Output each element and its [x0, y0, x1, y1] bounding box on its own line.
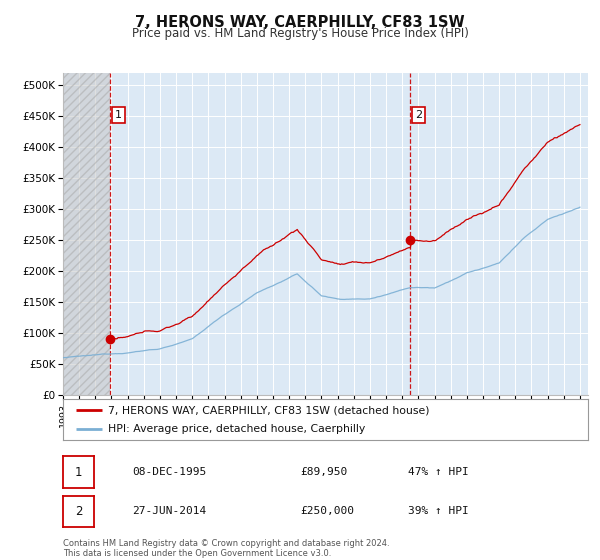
Text: 08-DEC-1995: 08-DEC-1995 [132, 467, 206, 477]
Text: 1: 1 [75, 465, 82, 479]
Text: 1: 1 [115, 110, 122, 120]
Text: HPI: Average price, detached house, Caerphilly: HPI: Average price, detached house, Caer… [107, 424, 365, 433]
Bar [63, 73, 110, 395]
Text: 2: 2 [415, 110, 422, 120]
Text: 39% ↑ HPI: 39% ↑ HPI [408, 506, 469, 516]
Text: Contains HM Land Registry data © Crown copyright and database right 2024.
This d: Contains HM Land Registry data © Crown c… [63, 539, 389, 558]
Text: 47% ↑ HPI: 47% ↑ HPI [408, 467, 469, 477]
Text: 27-JUN-2014: 27-JUN-2014 [132, 506, 206, 516]
Text: 7, HERONS WAY, CAERPHILLY, CF83 1SW: 7, HERONS WAY, CAERPHILLY, CF83 1SW [135, 15, 465, 30]
Text: Price paid vs. HM Land Registry's House Price Index (HPI): Price paid vs. HM Land Registry's House … [131, 27, 469, 40]
Text: 2: 2 [75, 505, 82, 518]
Text: 7, HERONS WAY, CAERPHILLY, CF83 1SW (detached house): 7, HERONS WAY, CAERPHILLY, CF83 1SW (det… [107, 405, 429, 415]
Text: £250,000: £250,000 [300, 506, 354, 516]
Text: £89,950: £89,950 [300, 467, 347, 477]
